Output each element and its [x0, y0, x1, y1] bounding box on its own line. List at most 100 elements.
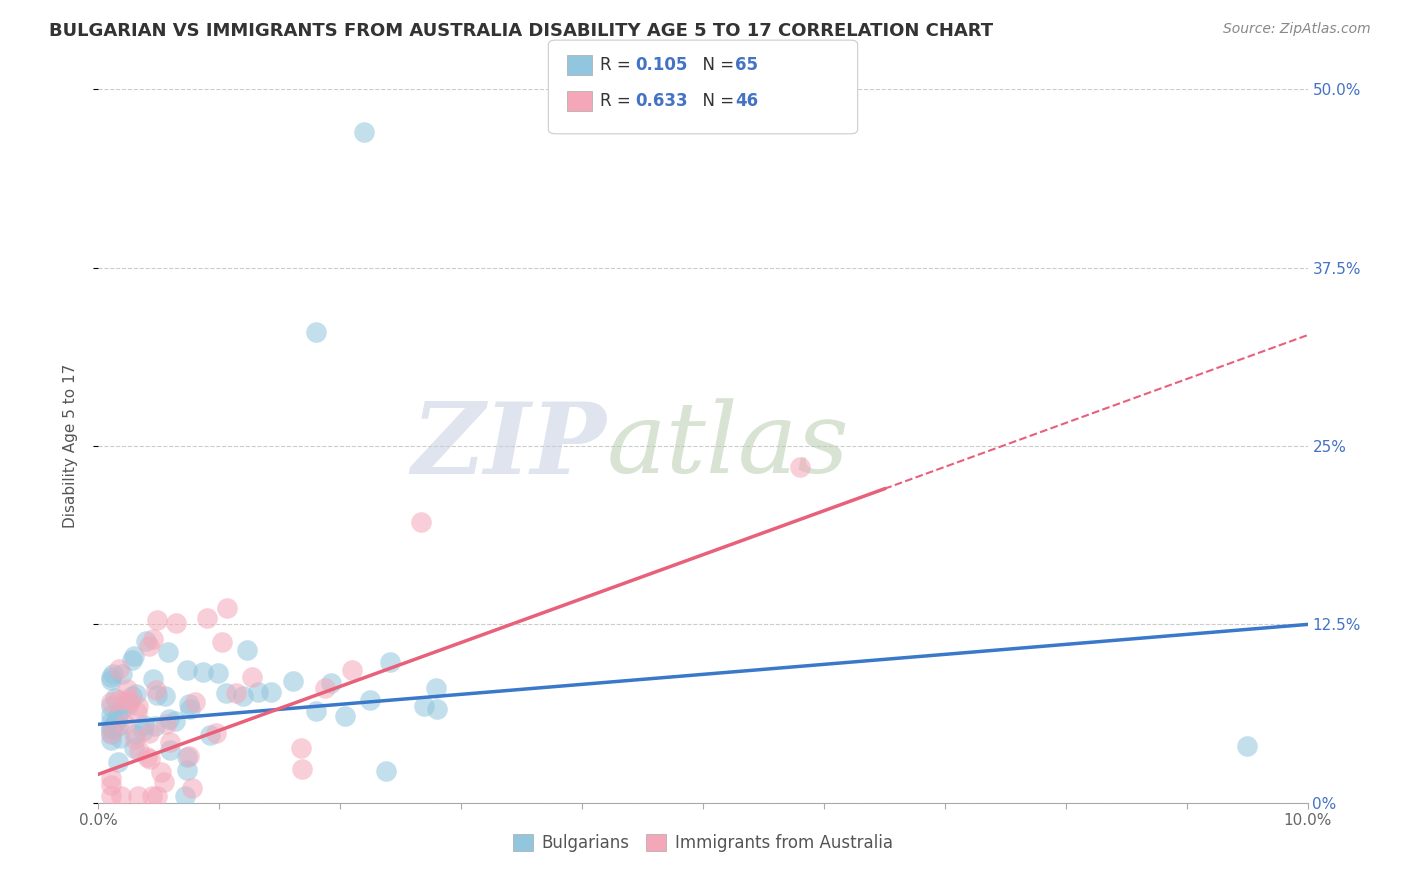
Point: [177, 748, 200, 763]
Point: [107, 661, 129, 675]
Point: [100, 699, 122, 714]
Point: [101, 666, 124, 681]
Point: [121, 689, 143, 703]
Point: [127, 789, 149, 803]
Point: [100, 695, 122, 709]
Text: ZIP: ZIP: [412, 398, 606, 494]
Point: [359, 693, 381, 707]
Point: [122, 741, 145, 756]
Point: [413, 699, 436, 714]
Point: [378, 655, 401, 669]
Point: [108, 704, 131, 718]
Point: [145, 682, 167, 697]
Point: [100, 771, 122, 785]
Point: [290, 740, 312, 755]
Text: R =: R =: [600, 56, 637, 74]
Text: 46: 46: [735, 92, 758, 110]
Point: [305, 325, 328, 339]
Point: [135, 634, 157, 648]
Point: [107, 709, 129, 723]
Point: [124, 732, 146, 747]
Point: [155, 717, 177, 731]
Text: 0.633: 0.633: [636, 92, 688, 110]
Point: [100, 727, 122, 741]
Point: [375, 764, 398, 778]
Point: [104, 690, 127, 705]
Point: [333, 709, 356, 723]
Point: [110, 667, 132, 681]
Text: N =: N =: [692, 92, 740, 110]
Point: [177, 697, 200, 711]
Point: [131, 724, 153, 739]
Point: [260, 685, 283, 699]
Point: [181, 780, 204, 795]
Legend: Bulgarians, Immigrants from Australia: Bulgarians, Immigrants from Australia: [506, 827, 900, 859]
Point: [159, 743, 181, 757]
Point: [305, 704, 328, 718]
Point: [117, 698, 139, 713]
Point: [150, 765, 173, 780]
Point: [198, 728, 221, 742]
Point: [100, 722, 122, 736]
Point: [232, 689, 254, 703]
Point: [211, 635, 233, 649]
Point: [153, 689, 176, 703]
Point: [124, 727, 146, 741]
Point: [165, 615, 187, 630]
Point: [159, 712, 181, 726]
Point: [789, 460, 811, 475]
Point: [195, 610, 218, 624]
Point: [247, 684, 270, 698]
Point: [100, 714, 122, 729]
Point: [107, 693, 129, 707]
Point: [411, 516, 433, 530]
Point: [426, 702, 449, 716]
Point: [242, 670, 264, 684]
Text: atlas: atlas: [606, 399, 849, 493]
Point: [215, 686, 238, 700]
Point: [100, 708, 122, 723]
Text: 0.105: 0.105: [636, 56, 688, 74]
Point: [136, 750, 159, 764]
Point: [340, 664, 363, 678]
Point: [236, 643, 259, 657]
Point: [100, 670, 122, 684]
Point: [142, 632, 165, 646]
Point: [121, 653, 143, 667]
Point: [146, 613, 169, 627]
Point: [118, 696, 141, 710]
Point: [115, 682, 138, 697]
Point: [146, 789, 169, 803]
Point: [163, 714, 186, 729]
Point: [179, 702, 201, 716]
Point: [125, 687, 148, 701]
Point: [100, 778, 122, 792]
Point: [142, 672, 165, 686]
Point: [146, 688, 169, 702]
Point: [100, 732, 122, 747]
Point: [193, 665, 215, 679]
Point: [205, 726, 228, 740]
Point: [157, 645, 180, 659]
Point: [107, 755, 129, 769]
Point: [107, 719, 129, 733]
Point: [215, 601, 238, 615]
Point: [353, 125, 375, 139]
Point: [120, 693, 142, 707]
Point: [138, 639, 160, 653]
Point: [143, 719, 166, 733]
Point: [225, 686, 247, 700]
Point: [128, 744, 150, 758]
Point: [153, 775, 176, 789]
Point: [183, 695, 205, 709]
Point: [100, 721, 122, 735]
Point: [125, 705, 148, 719]
Point: [138, 726, 160, 740]
Text: 65: 65: [735, 56, 758, 74]
Point: [291, 762, 314, 776]
Point: [127, 698, 149, 713]
Point: [176, 750, 198, 764]
Point: [176, 663, 198, 677]
Point: [425, 681, 447, 695]
Point: [114, 717, 136, 731]
